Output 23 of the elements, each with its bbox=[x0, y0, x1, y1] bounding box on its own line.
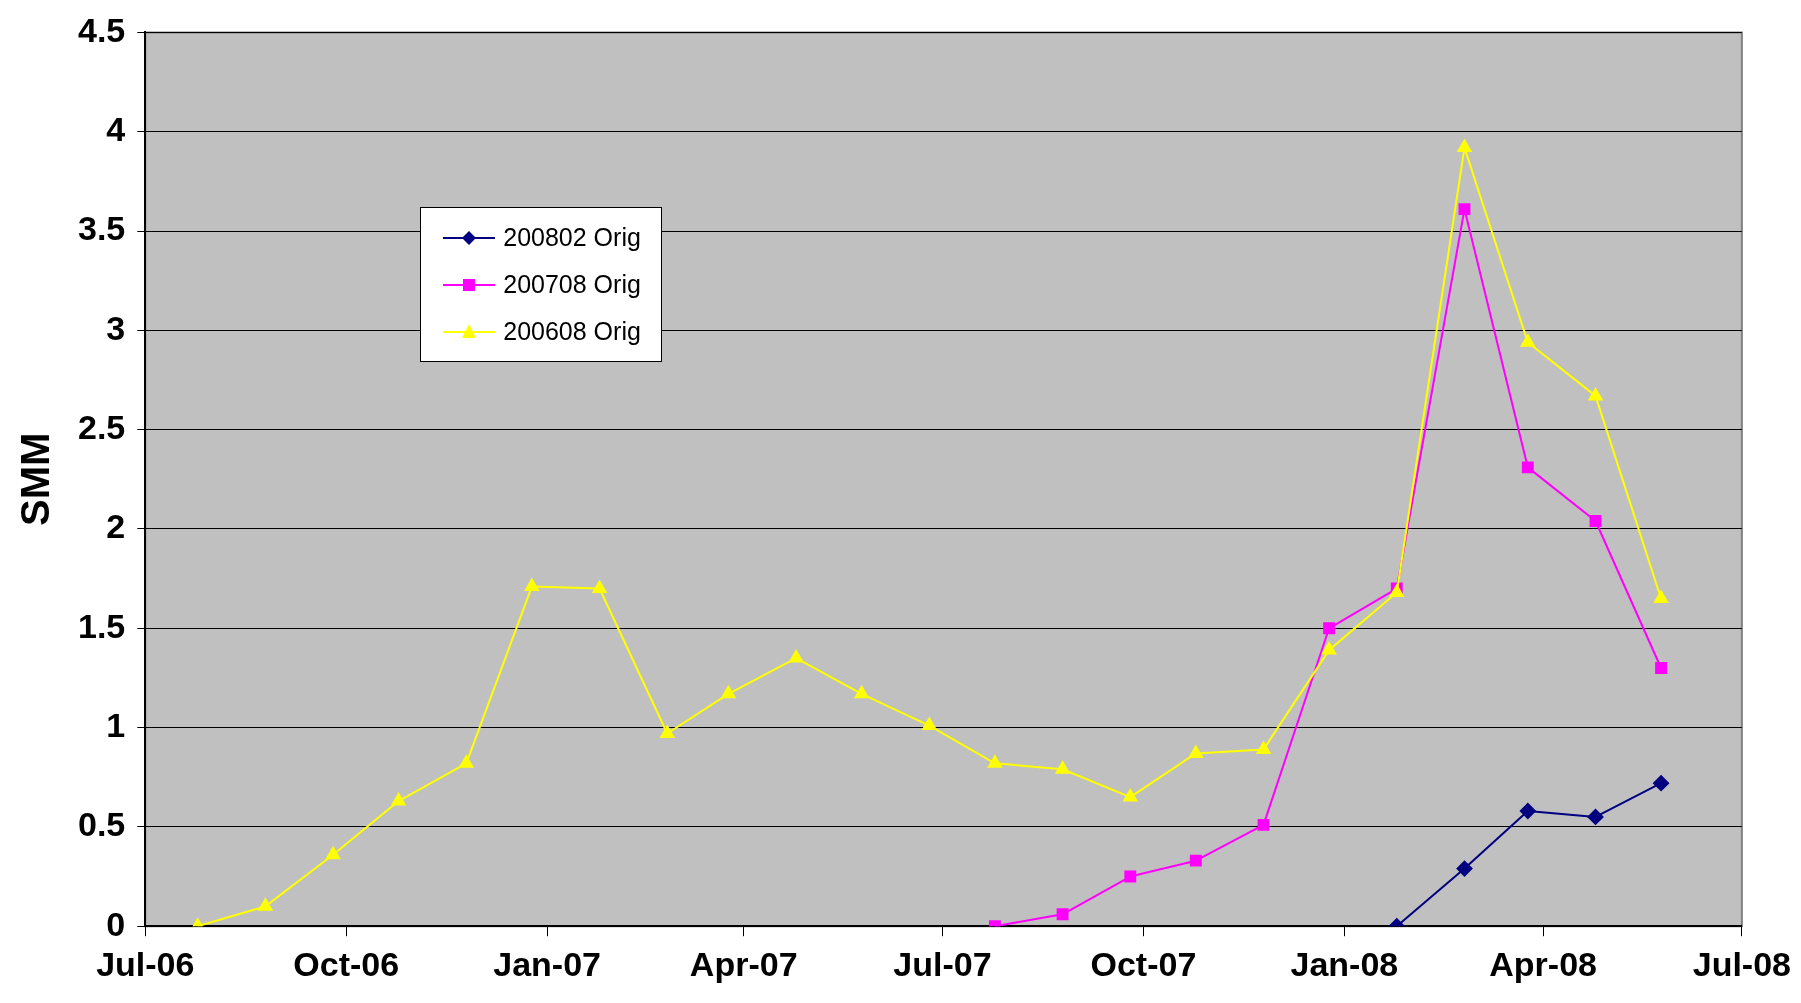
y-tick-label: 0.5 bbox=[78, 805, 126, 844]
y-tick-label: 3 bbox=[106, 308, 126, 347]
y-tick-label: 1.5 bbox=[78, 606, 126, 645]
x-tick-label: Jul-08 bbox=[1692, 944, 1791, 983]
y-tick-label: 0 bbox=[106, 904, 126, 943]
y-tick-label: 4.5 bbox=[78, 10, 126, 49]
x-tick-label: Apr-07 bbox=[689, 944, 798, 983]
legend-label: 200608 Orig bbox=[503, 317, 641, 347]
y-tick-label: 3.5 bbox=[78, 209, 126, 248]
legend-label: 200708 Orig bbox=[503, 270, 641, 300]
x-tick-label: Jan-08 bbox=[1290, 944, 1399, 983]
x-tick-label: Jan-07 bbox=[493, 944, 602, 983]
y-tick-label: 1 bbox=[106, 705, 126, 744]
x-tick-label: Oct-07 bbox=[1090, 944, 1197, 983]
y-tick-label: 4 bbox=[106, 110, 126, 149]
x-tick-label: Jul-06 bbox=[96, 944, 195, 983]
x-tick-label: Oct-06 bbox=[293, 944, 400, 983]
x-tick-label: Apr-08 bbox=[1489, 944, 1597, 983]
y-axis-title: SMM bbox=[13, 432, 58, 526]
y-tick-label: 2.5 bbox=[78, 408, 126, 447]
y-tick-label: 2 bbox=[106, 507, 126, 546]
legend-label: 200802 Orig bbox=[503, 223, 641, 253]
x-tick-label: Jul-07 bbox=[893, 944, 992, 983]
